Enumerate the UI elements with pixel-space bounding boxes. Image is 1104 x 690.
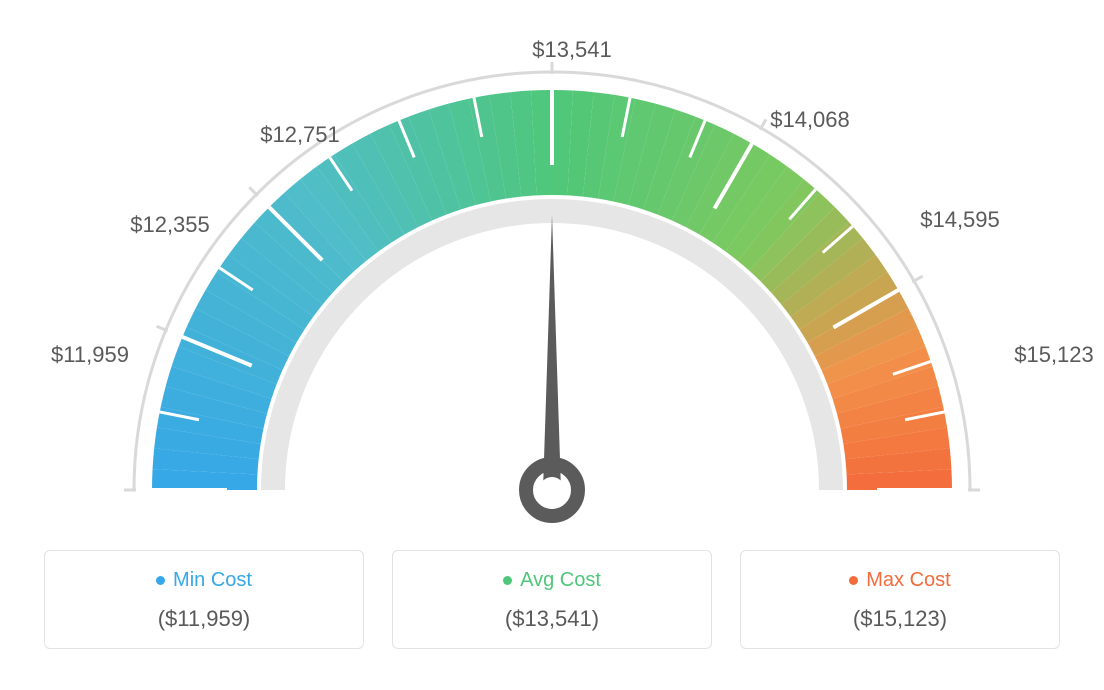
gauge-tick-label: $13,541: [532, 37, 612, 63]
legend-label-avg: Avg Cost: [520, 569, 601, 592]
gauge-svg: [20, 20, 1084, 540]
gauge-chart: $11,959 $12,355 $12,751 $13,541 $14,068 $14,5…: [20, 20, 1084, 540]
legend-card-min: Min Cost ($11,959): [44, 550, 364, 649]
gauge-tick-label: $14,068: [770, 107, 850, 133]
gauge-tick-label: $14,595: [920, 207, 1000, 233]
legend-dot-avg: [503, 576, 512, 585]
gauge-tick-label: $12,751: [260, 122, 340, 148]
legend-card-max: Max Cost ($15,123): [740, 550, 1060, 649]
legend-value-min: ($11,959): [55, 606, 353, 632]
gauge-tick-label: $15,123: [1014, 342, 1094, 368]
legend-value-avg: ($13,541): [403, 606, 701, 632]
gauge-tick-label: $12,355: [130, 212, 210, 238]
legend-value-max: ($15,123): [751, 606, 1049, 632]
legend-card-avg: Avg Cost ($13,541): [392, 550, 712, 649]
legend-dot-max: [849, 576, 858, 585]
legend-label-max: Max Cost: [866, 569, 950, 592]
legend-dot-min: [156, 576, 165, 585]
gauge-tick-label: $11,959: [51, 342, 129, 368]
legend-row: Min Cost ($11,959) Avg Cost ($13,541) Ma…: [20, 550, 1084, 649]
legend-label-min: Min Cost: [173, 569, 252, 592]
